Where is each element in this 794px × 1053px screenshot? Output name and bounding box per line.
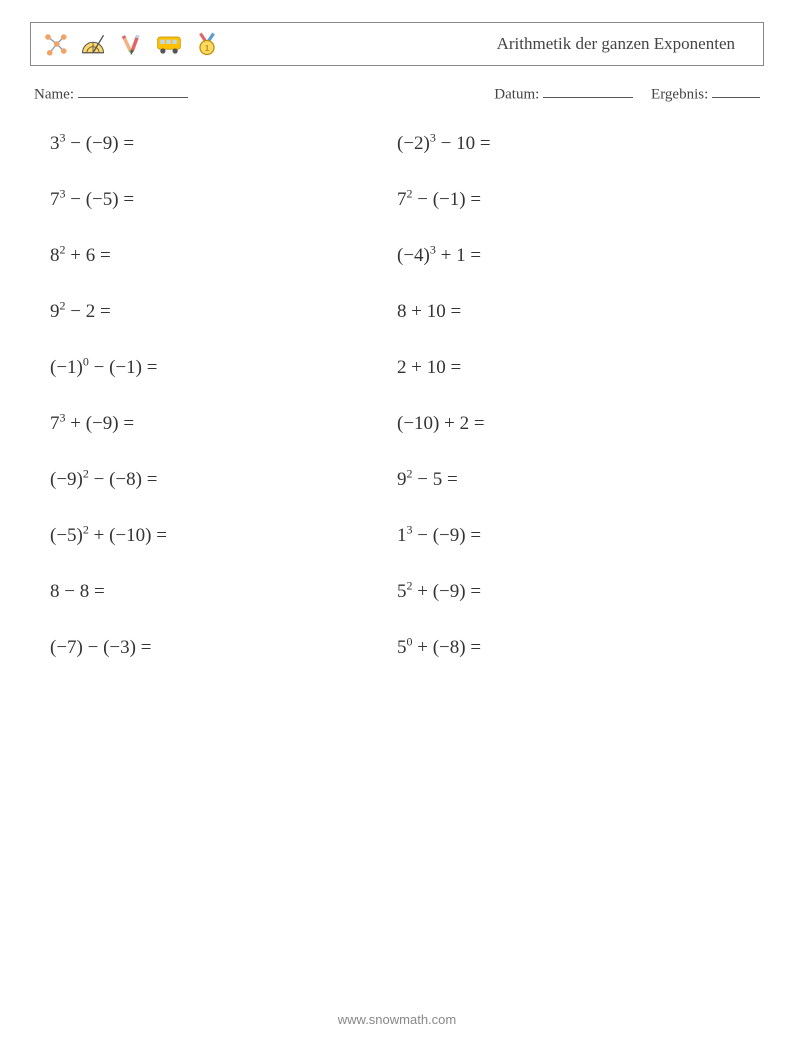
problem-left: 92 − 2 =: [50, 301, 397, 323]
problem-row: 8 − 8 =52 + (−9) =: [50, 581, 744, 603]
problem-row: 92 − 2 =8 + 10 =: [50, 301, 744, 323]
problem-right: 13 − (−9) =: [397, 525, 744, 547]
problem-row: 82 + 6 =(−4)3 + 1 =: [50, 245, 744, 267]
result-blank: [712, 84, 760, 98]
problem-right: (−10) + 2 =: [397, 413, 744, 435]
problem-right: 52 + (−9) =: [397, 581, 744, 603]
problem-left: 33 − (−9) =: [50, 133, 397, 155]
date-field: Datum:: [494, 84, 633, 103]
problem-right: 92 − 5 =: [397, 469, 744, 491]
info-row: Name: Datum: Ergebnis:: [30, 84, 764, 103]
name-field: Name:: [34, 84, 494, 103]
problem-right: 50 + (−8) =: [397, 637, 744, 659]
pen-pencil-icon: [117, 30, 145, 58]
problem-row: 73 + (−9) =(−10) + 2 =: [50, 413, 744, 435]
problem-left: 73 − (−5) =: [50, 189, 397, 211]
medal-icon: 1: [193, 30, 221, 58]
problem-row: (−7) − (−3) =50 + (−8) =: [50, 637, 744, 659]
problem-left: (−1)0 − (−1) =: [50, 357, 397, 379]
name-blank: [78, 84, 188, 98]
problem-left: 8 − 8 =: [50, 581, 397, 603]
header-icons: 1: [41, 30, 221, 58]
problem-left: (−9)2 − (−8) =: [50, 469, 397, 491]
problems-grid: 33 − (−9) =(−2)3 − 10 = 73 − (−5) =72 − (…: [30, 133, 764, 659]
problem-right: (−4)3 + 1 =: [397, 245, 744, 267]
date-blank: [543, 84, 633, 98]
problem-right: 72 − (−1) =: [397, 189, 744, 211]
worksheet-header: 1 Arithmetik der ganzen Exponenten: [30, 22, 764, 66]
school-bus-icon: [155, 30, 183, 58]
problem-row: (−1)0 − (−1) =2 + 10 =: [50, 357, 744, 379]
date-label: Datum:: [494, 86, 539, 102]
problem-right: 8 + 10 =: [397, 301, 744, 323]
problem-row: 33 − (−9) =(−2)3 − 10 =: [50, 133, 744, 155]
protractor-icon: [79, 30, 107, 58]
result-field: Ergebnis:: [651, 84, 760, 103]
problem-row: (−5)2 + (−10) =13 − (−9) =: [50, 525, 744, 547]
problem-row: (−9)2 − (−8) =92 − 5 =: [50, 469, 744, 491]
problem-right: 2 + 10 =: [397, 357, 744, 379]
problem-left: (−7) − (−3) =: [50, 637, 397, 659]
problem-left: 82 + 6 =: [50, 245, 397, 267]
result-label: Ergebnis:: [651, 86, 708, 102]
name-label: Name:: [34, 86, 74, 102]
problem-left: (−5)2 + (−10) =: [50, 525, 397, 547]
worksheet-title: Arithmetik der ganzen Exponenten: [497, 34, 735, 54]
svg-text:1: 1: [205, 44, 210, 53]
problem-left: 73 + (−9) =: [50, 413, 397, 435]
problem-row: 73 − (−5) =72 − (−1) =: [50, 189, 744, 211]
page-footer: www.snowmath.com: [0, 1012, 794, 1027]
network-icon: [41, 30, 69, 58]
problem-right: (−2)3 − 10 =: [397, 133, 744, 155]
